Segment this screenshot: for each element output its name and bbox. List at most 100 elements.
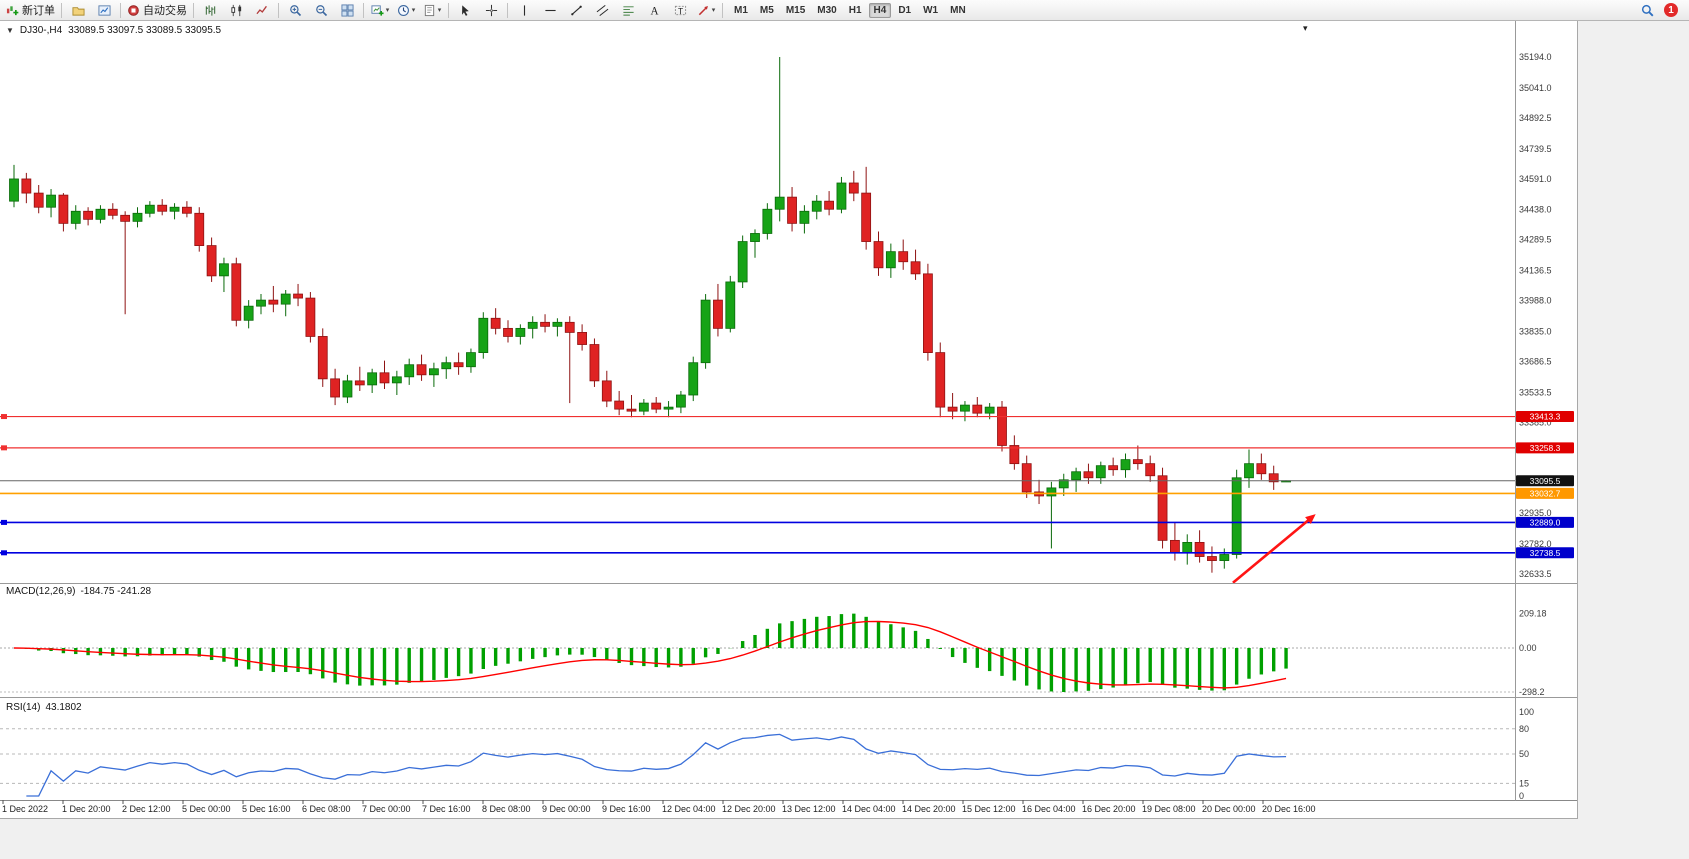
cursor-button[interactable] xyxy=(452,0,478,20)
toolbar-separator xyxy=(61,2,62,18)
support-line-blue-2-handle[interactable] xyxy=(1,550,7,556)
bar-chart-icon xyxy=(205,4,215,16)
svg-text:7 Dec 00:00: 7 Dec 00:00 xyxy=(362,804,411,814)
timeframe-m1-button[interactable]: M1 xyxy=(734,4,748,16)
search-button[interactable] xyxy=(1634,0,1660,20)
chart-canvas[interactable]: 35194.0 35041.0 34892.5 34739.5 34591.0 34438… xyxy=(0,21,1577,818)
candle xyxy=(824,200,834,210)
chart-shift-marker[interactable]: ▾ xyxy=(1303,23,1308,33)
trendline-button[interactable] xyxy=(563,0,589,20)
chevron-down-icon: ▾ xyxy=(385,7,390,14)
candle xyxy=(181,206,192,214)
timeframe-m5-button[interactable]: M5 xyxy=(759,4,774,16)
one-click-trading-icon[interactable]: ▼ xyxy=(6,25,14,35)
timeframe-m30-button[interactable]: M30 xyxy=(817,4,837,16)
arrows-button[interactable]: ▾ xyxy=(693,0,719,20)
svg-text:2 Dec 12:00: 2 Dec 12:00 xyxy=(122,804,171,814)
candle xyxy=(169,206,180,212)
vertical-line-button[interactable] xyxy=(511,0,537,20)
candle xyxy=(453,362,464,368)
svg-text:7 Dec 16:00: 7 Dec 16:00 xyxy=(422,804,471,814)
new-order-button[interactable]: 新订单 xyxy=(3,0,58,20)
timeframe-h1-button[interactable]: H1 xyxy=(848,4,862,16)
new-order-icon xyxy=(6,5,19,15)
candle xyxy=(1157,475,1168,541)
toolbar-separator xyxy=(722,2,723,18)
crosshair-button[interactable] xyxy=(478,0,504,20)
timeframe-w1-button[interactable]: W1 xyxy=(923,4,939,16)
candlestick-chart-button[interactable] xyxy=(223,0,249,20)
zoom-out-button[interactable] xyxy=(308,0,334,20)
candle xyxy=(379,372,390,384)
svg-text:5 Dec 16:00: 5 Dec 16:00 xyxy=(242,804,291,814)
text-button[interactable]: A xyxy=(641,0,667,20)
candle xyxy=(1219,554,1230,561)
fibonacci-button[interactable] xyxy=(615,0,641,20)
periods-button[interactable]: ▾ xyxy=(393,0,419,20)
candle xyxy=(577,332,587,345)
candle xyxy=(194,212,205,246)
svg-text:16 Dec 04:00: 16 Dec 04:00 xyxy=(1022,804,1076,814)
candle xyxy=(663,406,674,410)
label-button[interactable]: T xyxy=(667,0,693,20)
zoom-in-button[interactable] xyxy=(282,0,308,20)
svg-text:34136.5: 34136.5 xyxy=(1519,266,1552,276)
svg-text:5 Dec 00:00: 5 Dec 00:00 xyxy=(182,804,231,814)
bar-chart-button[interactable] xyxy=(197,0,223,20)
trend-arrow[interactable] xyxy=(1232,514,1316,584)
timeframe-d1-button[interactable]: D1 xyxy=(898,4,912,16)
candle xyxy=(1207,556,1217,561)
candle xyxy=(441,362,452,370)
candle xyxy=(885,251,896,269)
notification-badge[interactable]: 1 xyxy=(1664,3,1678,17)
channel-button[interactable] xyxy=(589,0,615,20)
channel-icon xyxy=(596,4,608,16)
candle xyxy=(58,194,69,224)
macd-values: -184.75 -241.28 xyxy=(80,586,152,597)
candle xyxy=(515,327,526,337)
candle xyxy=(1268,473,1279,483)
candle xyxy=(256,299,266,307)
templates-button[interactable]: ▾ xyxy=(419,0,445,20)
price-scale: 35194.0 35041.0 34892.5 34739.5 34591.0 34438… xyxy=(1519,52,1552,579)
tile-windows-icon xyxy=(340,3,354,17)
candle xyxy=(836,182,847,210)
chevron-down-icon: ▾ xyxy=(711,7,716,14)
horizontal-line-button[interactable] xyxy=(537,0,563,20)
market-watch-button[interactable] xyxy=(91,0,117,20)
toolbar: 新订单 自动交易 ▾ ▾ ▾ A T ▾ M1 M5 M15 M30 H1 H4 D1 W1 MN 1 xyxy=(0,0,1689,21)
crosshair-icon xyxy=(485,4,497,16)
line-chart-button[interactable] xyxy=(249,0,275,20)
svg-text:33835.0: 33835.0 xyxy=(1519,326,1552,336)
timeframe-mn-button[interactable]: MN xyxy=(950,4,966,16)
resistance-line-2-handle[interactable] xyxy=(1,445,7,451)
svg-text:6 Dec 08:00: 6 Dec 08:00 xyxy=(302,804,351,814)
candle xyxy=(1145,463,1156,477)
trendline-icon xyxy=(570,5,582,15)
candle xyxy=(910,261,921,275)
toolbar-separator xyxy=(278,2,279,18)
right-panel-area xyxy=(1578,21,1689,859)
timeframe-h4-button[interactable]: H4 xyxy=(868,2,892,18)
toolbar-buttons: 新订单 自动交易 ▾ ▾ ▾ A T ▾ xyxy=(3,0,719,20)
support-line-blue-1-handle[interactable] xyxy=(1,519,7,525)
candle xyxy=(46,194,56,208)
svg-text:T: T xyxy=(677,5,682,15)
macd-name: MACD(12,26,9) xyxy=(6,586,76,597)
candle xyxy=(70,210,81,224)
candle xyxy=(107,208,118,216)
zoom-out-icon xyxy=(315,4,327,16)
candle xyxy=(564,321,575,333)
tile-windows-button[interactable] xyxy=(334,0,360,20)
candle xyxy=(923,273,933,354)
resistance-line-1-handle[interactable] xyxy=(1,414,7,420)
candle xyxy=(120,214,131,222)
cursor-icon xyxy=(461,4,469,16)
macd-label: MACD(12,26,9) -184.75 -241.28 xyxy=(6,586,151,597)
timeframe-m15-button[interactable]: M15 xyxy=(785,4,806,16)
svg-text:80: 80 xyxy=(1519,724,1529,734)
candle xyxy=(725,281,736,329)
auto-trading-button[interactable]: 自动交易 xyxy=(124,0,190,20)
new-chart-button[interactable]: ▾ xyxy=(367,0,393,20)
profiles-button[interactable] xyxy=(65,0,91,20)
